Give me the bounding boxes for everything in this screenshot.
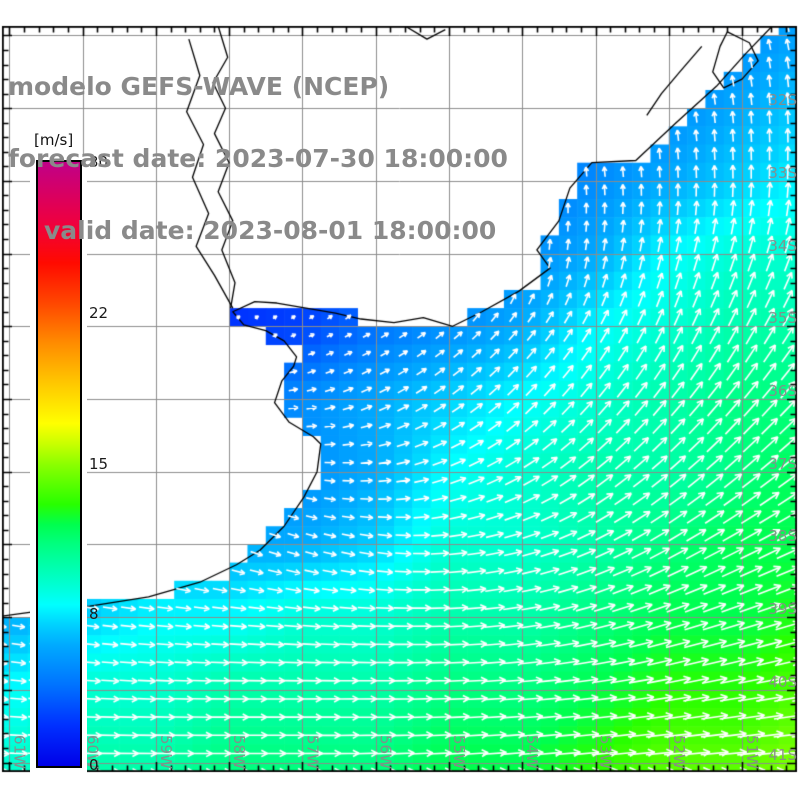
lat-axis-label: 36S	[768, 382, 797, 400]
colorbar-tick-label: 22	[89, 303, 109, 322]
lat-axis-label: 33S	[768, 163, 797, 182]
lon-axis-label: 58W	[230, 735, 249, 769]
model-title: modelo GEFS-WAVE (NCEP)	[8, 72, 390, 101]
lat-axis-label: 40S	[768, 672, 797, 691]
colorbar-tick-label: 30	[89, 153, 109, 171]
lon-axis-label: 53W	[596, 735, 615, 769]
lat-axis-label: 34S	[768, 236, 797, 255]
colorbar-unit-label: [m/s]	[34, 131, 74, 149]
lon-axis-label: 59W	[156, 735, 175, 769]
lon-axis-label: 57W	[303, 735, 322, 769]
colorbar-gradient	[38, 162, 80, 766]
lat-axis-label: 41S	[768, 745, 797, 764]
lon-axis-label: 55W	[449, 735, 468, 769]
lon-axis-label: 56W	[376, 735, 395, 769]
forecast-date: forecast date: 2023-07-30 18:00:00	[8, 144, 508, 173]
valid-date: valid date: 2023-08-01 18:00:00	[44, 216, 497, 245]
lon-axis-label: 52W	[669, 735, 688, 769]
lon-axis-label: 51W	[743, 735, 762, 769]
colorbar-tick-label: 8	[89, 605, 99, 624]
colorbar	[36, 160, 82, 768]
lat-axis-label: 37S	[768, 454, 797, 473]
lon-axis-label: 54W	[523, 735, 542, 769]
lat-axis-label: 39S	[768, 600, 797, 619]
lon-axis-label: 61W	[10, 735, 29, 769]
lat-axis-label: 35S	[768, 309, 797, 328]
lat-axis-label: 32S	[768, 91, 797, 110]
colorbar-tick-label: 15	[89, 454, 109, 473]
lon-axis-label: 60W	[83, 735, 102, 769]
colorbar-tick-label: 0	[89, 756, 99, 774]
title-block: modelo GEFS-WAVE (NCEP) forecast date: 2…	[8, 27, 508, 291]
lat-axis-label: 38S	[768, 527, 797, 546]
